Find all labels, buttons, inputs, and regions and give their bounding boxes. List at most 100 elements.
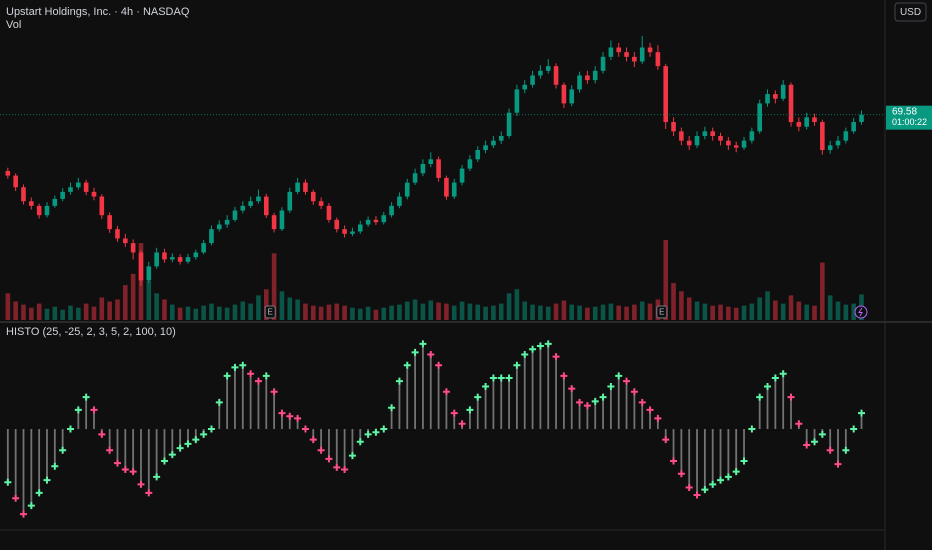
- candle-body: [185, 257, 191, 262]
- candle-body: [608, 47, 614, 57]
- candle-body: [812, 117, 817, 123]
- histogram-bar: [625, 381, 628, 430]
- candle-body: [381, 215, 387, 223]
- candle-body: [788, 84, 794, 123]
- candle-body: [577, 75, 582, 90]
- histogram-bar: [703, 429, 706, 490]
- candle-body: [216, 224, 222, 230]
- candle-body: [303, 182, 308, 192]
- candle-body: [491, 140, 496, 146]
- volume-bar: [193, 308, 199, 320]
- volume-bar: [702, 303, 708, 320]
- candle-body: [639, 47, 645, 62]
- candle-body: [459, 168, 465, 183]
- currency-button[interactable]: [894, 2, 927, 22]
- candle-body: [827, 145, 833, 150]
- histogram-marker: [333, 463, 341, 471]
- candle-body: [99, 196, 105, 216]
- candle-body: [749, 131, 755, 141]
- candle-body: [733, 145, 739, 148]
- histogram-marker: [607, 382, 615, 390]
- candle-body: [91, 191, 97, 197]
- histogram-bar: [85, 397, 88, 430]
- histogram-bar: [147, 429, 150, 493]
- candle-body: [256, 196, 261, 202]
- histogram-bar: [453, 413, 456, 430]
- histogram-bar: [359, 429, 362, 442]
- volume-bar: [686, 297, 692, 320]
- histogram-bar: [140, 429, 142, 485]
- histogram-bar: [343, 429, 346, 470]
- histogram-marker: [207, 425, 215, 433]
- histogram-marker: [568, 385, 576, 393]
- histogram-marker: [153, 473, 161, 481]
- candle-body: [154, 252, 159, 267]
- candle-body: [107, 215, 112, 230]
- volume-bar: [412, 299, 418, 320]
- candle-body: [240, 205, 246, 211]
- candle-body: [397, 196, 402, 206]
- volume-bar: [804, 304, 809, 320]
- volume-bar: [639, 301, 645, 320]
- histogram-marker: [623, 377, 631, 385]
- volume-bar: [76, 307, 81, 320]
- marks: [0, 35, 885, 518]
- histogram-bar: [194, 429, 197, 440]
- histogram-bar: [22, 429, 25, 515]
- candle-body: [710, 131, 715, 137]
- histogram-marker: [27, 502, 35, 510]
- candle-body: [616, 47, 622, 53]
- histogram-marker: [764, 382, 772, 390]
- volume-bar: [483, 306, 488, 320]
- histogram-bar: [155, 429, 158, 477]
- candle-body: [663, 66, 669, 123]
- histogram-bar: [265, 375, 268, 430]
- countdown: 01:00:22: [892, 117, 927, 127]
- volume-bar: [467, 303, 473, 320]
- candle-body: [130, 243, 136, 253]
- volume-bar: [780, 303, 786, 320]
- currency[interactable]: USD: [900, 7, 921, 18]
- alert-bolt: [858, 307, 863, 317]
- histogram-bar: [664, 429, 667, 440]
- histogram-marker: [732, 468, 740, 476]
- volume-bar: [389, 305, 394, 320]
- histogram-bar: [469, 409, 471, 430]
- candle-body: [209, 229, 214, 244]
- volume-bar: [506, 293, 512, 320]
- candle-body: [600, 56, 606, 71]
- histogram-marker: [474, 393, 482, 401]
- histogram-bar: [743, 429, 745, 461]
- histogram-marker: [247, 370, 255, 378]
- histogram-bar: [132, 429, 135, 472]
- candle-body: [357, 224, 363, 232]
- histogram-marker: [129, 468, 137, 476]
- volume-label: Vol: [6, 19, 21, 31]
- volume-bar: [647, 303, 653, 320]
- histogram-marker: [395, 377, 403, 385]
- histogram-marker: [223, 372, 231, 380]
- candle-body: [115, 229, 120, 239]
- candle-body: [624, 52, 629, 57]
- histogram-bar: [218, 402, 221, 430]
- candle-body: [671, 122, 676, 132]
- candle-body: [757, 103, 762, 132]
- candle-body: [224, 219, 230, 225]
- candle-body: [287, 191, 293, 211]
- histogram-bar: [179, 429, 182, 449]
- volume-bar: [154, 293, 159, 320]
- candle-body: [146, 266, 152, 281]
- volume-bar: [514, 289, 520, 320]
- histogram-marker: [35, 489, 43, 497]
- candle-body: [592, 70, 598, 81]
- candle-body: [436, 159, 441, 178]
- volume-bar: [107, 301, 112, 320]
- histogram-bar: [116, 429, 119, 464]
- histogram-marker: [842, 446, 850, 454]
- volume-bar: [209, 303, 214, 320]
- volume-bar: [279, 291, 285, 320]
- volume-bar: [694, 301, 700, 320]
- histogram-bar: [312, 429, 315, 440]
- candle-body: [451, 182, 457, 197]
